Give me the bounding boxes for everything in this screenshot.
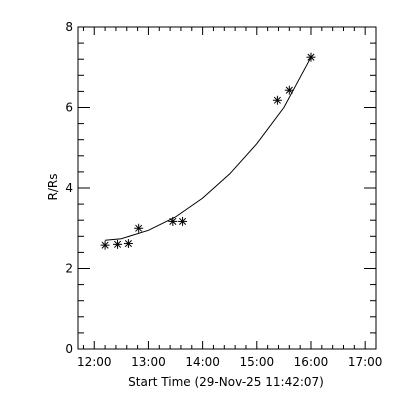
x-tick-label: 15:00	[240, 355, 275, 369]
x-axis-title: Start Time (29-Nov-25 11:42:07)	[128, 375, 324, 389]
y-tick-label: 6	[65, 101, 73, 115]
plot-border	[77, 26, 377, 350]
data-point	[123, 239, 133, 249]
y-tick-label: 4	[65, 181, 73, 195]
data-point	[134, 223, 144, 233]
fit-curve-group	[105, 56, 312, 241]
data-point	[113, 239, 123, 249]
y-tick-label: 2	[65, 262, 73, 276]
fit-curve	[105, 56, 312, 241]
x-tick-label: 14:00	[185, 355, 220, 369]
x-tick-label: 12:00	[77, 355, 112, 369]
x-tick-label: 13:00	[131, 355, 166, 369]
axis-ticks	[78, 26, 377, 350]
data-points	[100, 52, 316, 250]
data-point	[100, 240, 110, 250]
x-tick-label: 16:00	[294, 355, 329, 369]
y-axis-title: R/Rs	[46, 174, 60, 201]
y-tick-label: 8	[65, 20, 73, 34]
data-point	[178, 216, 188, 226]
x-tick-label: 17:00	[348, 355, 383, 369]
data-point	[284, 85, 294, 95]
data-point	[306, 52, 316, 62]
data-point	[168, 216, 178, 226]
data-point	[272, 95, 282, 105]
y-tick-label: 0	[65, 342, 73, 356]
y-tick-labels: 0 2 4 6 8	[65, 20, 73, 356]
x-tick-labels: 12:00 13:00 14:00 15:00 16:00 17:00	[77, 355, 383, 369]
plot-frame	[77, 26, 377, 350]
